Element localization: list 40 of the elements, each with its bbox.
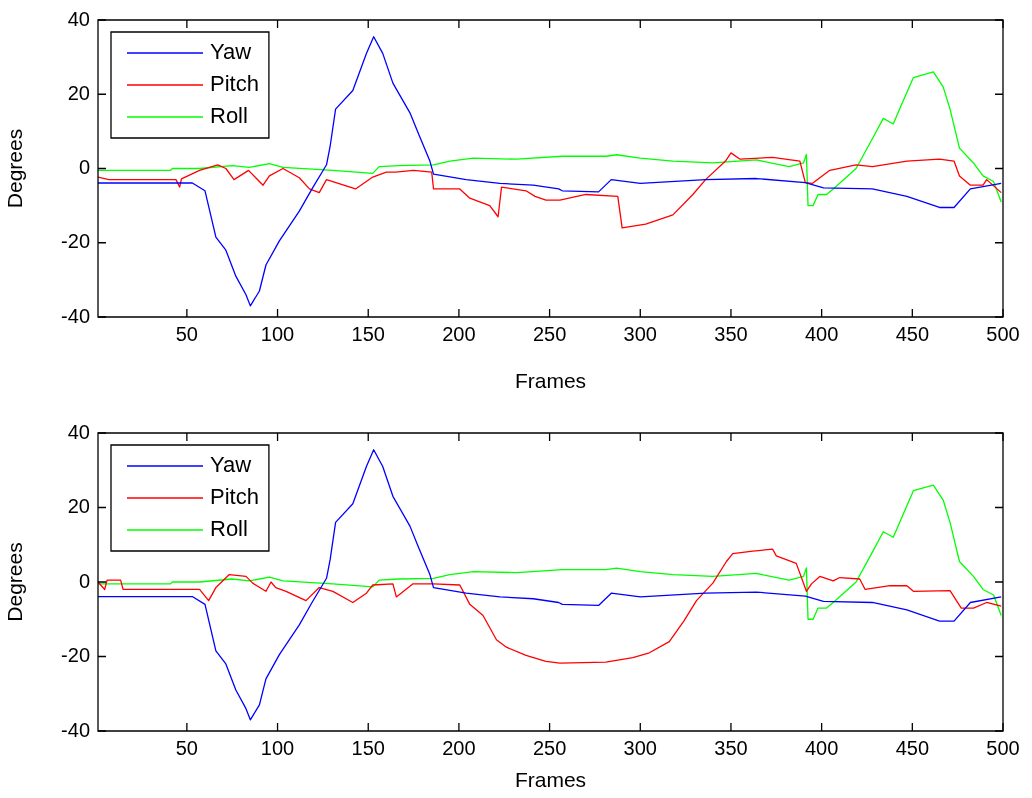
x-tick-label: 150 <box>351 736 385 759</box>
y-tick-label: -40 <box>61 718 90 741</box>
x-tick-label: 500 <box>986 736 1020 759</box>
legend-label: Roll <box>210 516 248 542</box>
y-axis-title: Degrees <box>3 542 27 622</box>
y-axis-title: Degrees <box>3 128 27 209</box>
y-tick-label: 40 <box>67 7 90 30</box>
x-tick-label: 400 <box>804 322 839 345</box>
x-tick-label: 100 <box>260 322 295 345</box>
legend-label: Pitch <box>210 484 259 510</box>
y-tick-label: -20 <box>61 644 90 667</box>
x-tick-label: 450 <box>895 736 930 759</box>
x-tick-label: 50 <box>175 736 198 759</box>
x-tick-label: 450 <box>895 322 930 345</box>
x-tick-label: 250 <box>532 322 567 345</box>
x-axis-title: Frames <box>514 768 587 792</box>
y-tick-label: 0 <box>78 156 90 179</box>
y-tick-label: 20 <box>67 495 90 518</box>
x-tick-label: 500 <box>986 322 1020 345</box>
legend-label: Yaw <box>210 452 252 478</box>
x-tick-label: 400 <box>804 736 839 759</box>
legend-label: Pitch <box>210 71 259 97</box>
x-tick-label: 300 <box>623 736 657 759</box>
x-tick-label: 150 <box>351 322 385 345</box>
x-tick-label: 350 <box>714 736 748 759</box>
y-tick-label: 0 <box>78 569 90 592</box>
x-tick-label: 50 <box>175 322 198 345</box>
x-tick-label: 350 <box>714 322 748 345</box>
y-tick-label: -40 <box>61 304 90 327</box>
legend-label: Roll <box>210 103 248 129</box>
y-tick-label: -20 <box>61 230 90 253</box>
x-axis-title: Frames <box>514 369 587 393</box>
y-tick-label: 20 <box>67 81 90 104</box>
y-tick-label: 40 <box>67 420 90 443</box>
x-tick-label: 200 <box>442 322 476 345</box>
x-tick-label: 100 <box>260 736 295 759</box>
legend-label: Yaw <box>210 39 252 65</box>
x-tick-label: 300 <box>623 322 657 345</box>
x-tick-label: 250 <box>532 736 567 759</box>
x-tick-label: 200 <box>442 736 476 759</box>
